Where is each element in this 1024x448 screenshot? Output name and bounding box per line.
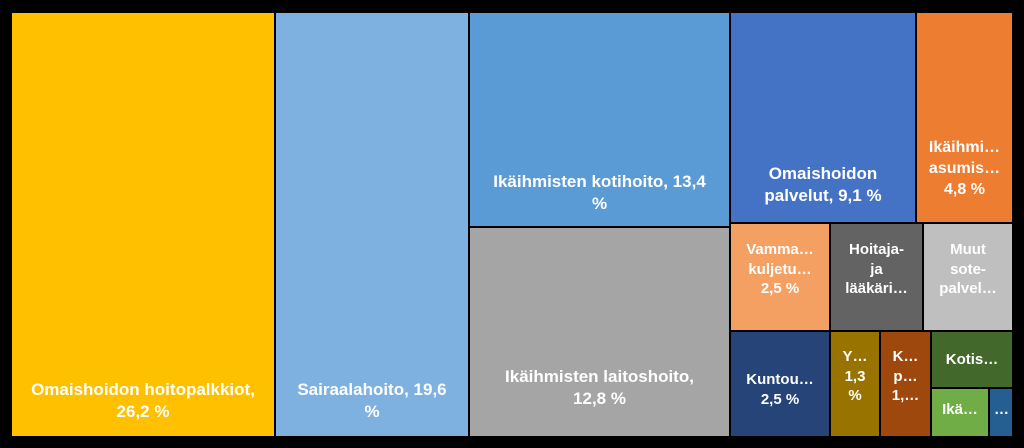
tile-label: Ikäihmi… asumis… 4,8 % xyxy=(928,139,1001,198)
treemap-tile: Ikäihmisten laitoshoito, 12,8 % xyxy=(470,228,729,436)
treemap-tile: … xyxy=(990,389,1012,436)
tile-label: Omaishoidon palvelut, 9,1 % xyxy=(764,164,882,206)
treemap-tile: Vamma… kuljetu… 2,5 % xyxy=(731,224,829,330)
treemap-tile: K… p… 1,… xyxy=(881,332,930,436)
treemap-tile: Y… 1,3 % xyxy=(831,332,879,436)
treemap-tile: Ikäihmisten kotihoito, 13,4 % xyxy=(470,13,729,226)
tile-label: Hoitaja- ja lääkäri… xyxy=(845,241,908,297)
treemap-tile: Ikäihmi… asumis… 4,8 % xyxy=(917,13,1012,222)
treemap-tile: Kuntou… 2,5 % xyxy=(731,332,829,436)
tile-label: Omaishoidon hoitopalkkiot, 26,2 % xyxy=(31,380,255,422)
treemap-tile: Omaishoidon hoitopalkkiot, 26,2 % xyxy=(12,13,274,436)
treemap-tile: Hoitaja- ja lääkäri… xyxy=(831,224,922,330)
treemap-tile: Muut sote- palvel… xyxy=(924,224,1012,330)
tile-label: Sairaalahoito, 19,6 % xyxy=(297,380,447,422)
treemap-tile: Sairaalahoito, 19,6 % xyxy=(276,13,468,436)
tile-label: Muut sote- palvel… xyxy=(939,241,997,297)
treemap-tile: Omaishoidon palvelut, 9,1 % xyxy=(731,13,915,222)
tile-label: Y… 1,3 % xyxy=(842,348,868,404)
tile-label: … xyxy=(994,401,1009,418)
tile-label: Ikäihmisten laitoshoito, 12,8 % xyxy=(505,367,694,409)
tile-label: Ikäihmisten kotihoito, 13,4 % xyxy=(493,172,706,214)
tile-label: Vamma… kuljetu… 2,5 % xyxy=(746,241,814,297)
treemap-tile: Ikä… xyxy=(932,389,988,436)
tile-label: Kuntou… 2,5 % xyxy=(746,371,814,408)
tile-label: Ikä… xyxy=(942,401,978,418)
tile-label: Kotis… xyxy=(945,351,999,368)
tile-label: K… p… 1,… xyxy=(891,348,920,404)
treemap-tile: Kotis… xyxy=(932,332,1012,387)
